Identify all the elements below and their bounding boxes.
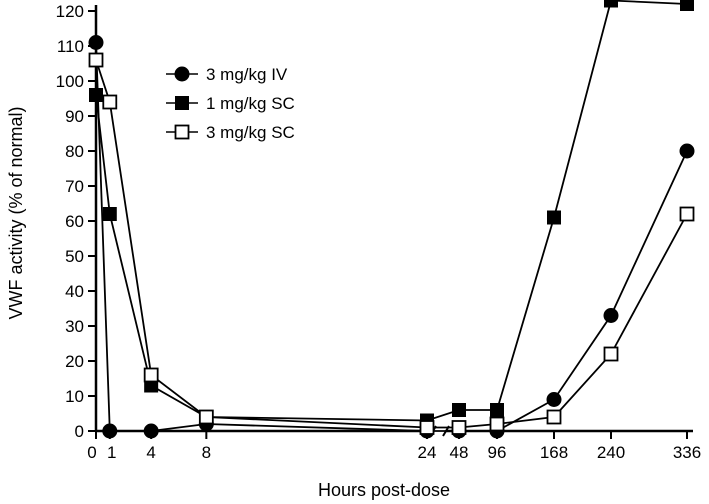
data-point [604, 0, 618, 8]
data-point [680, 0, 694, 11]
data-point [546, 392, 562, 407]
y-tick-label: 30 [65, 317, 84, 336]
data-point [419, 420, 435, 435]
x-axis-title: Hours post-dose [318, 480, 450, 500]
data-point [88, 52, 104, 68]
data-point [490, 403, 504, 417]
y-tick-label: 90 [65, 107, 84, 126]
data-point [603, 308, 619, 323]
legend-marker [174, 124, 190, 140]
series-3 [88, 52, 695, 435]
series-layer [88, 0, 695, 439]
series-line [95, 59, 688, 429]
y-tick-label: 120 [56, 2, 84, 21]
x-tick-label: 240 [597, 443, 625, 462]
legend-label: 1 mg/kg SC [206, 94, 295, 113]
legend-marker [174, 66, 190, 82]
data-point [102, 94, 118, 110]
y-tick-label: 50 [65, 247, 84, 266]
data-point [102, 207, 117, 221]
y-tick-label: 110 [57, 37, 84, 56]
x-tick-label: 1 [107, 443, 116, 462]
x-tick-label: 168 [540, 443, 568, 462]
legend-marker [175, 96, 189, 110]
data-point [679, 206, 695, 222]
data-point [547, 210, 561, 225]
data-point [451, 420, 467, 435]
series-line [95, 0, 688, 422]
y-tick-label: 70 [65, 177, 84, 196]
y-tick-label: 10 [65, 387, 84, 406]
x-tick-label: 24 [418, 443, 437, 462]
legend-label: 3 mg/kg IV [206, 65, 288, 84]
data-point [452, 403, 466, 417]
legend-entry: 1 mg/kg SC [166, 94, 295, 113]
legend-entry: 3 mg/kg SC [166, 123, 295, 142]
data-point [102, 423, 118, 439]
y-tick-label: 80 [65, 142, 84, 161]
x-tick-label: 96 [488, 443, 507, 462]
y-tick-label: 0 [75, 422, 84, 441]
data-point [143, 367, 159, 383]
x-tick-label: 336 [673, 443, 701, 462]
x-tick-label: 4 [146, 443, 155, 462]
y-axis-title: VWF activity (% of normal) [6, 106, 26, 319]
data-point [546, 409, 562, 425]
x-tick-label: 0 [87, 443, 96, 462]
data-point [489, 416, 505, 432]
legend-entry: 3 mg/kg IV [166, 65, 288, 84]
data-point [679, 143, 695, 159]
data-point [143, 423, 159, 439]
legend: 3 mg/kg IV 1 mg/kg SC 3 mg/kg SC [166, 65, 295, 142]
x-tick-label: 48 [450, 443, 469, 462]
y-tick-label: 100 [56, 72, 84, 91]
data-point [198, 409, 214, 425]
data-point [603, 346, 619, 362]
series-line [95, 42, 688, 432]
legend-label: 3 mg/kg SC [206, 123, 295, 142]
y-tick-label: 60 [65, 212, 84, 231]
y-tick-label: 20 [65, 352, 84, 371]
x-tick-label: 8 [202, 443, 211, 462]
series-1 [88, 35, 695, 439]
data-point [88, 35, 104, 50]
data-point [89, 88, 103, 102]
y-tick-label: 40 [65, 282, 84, 301]
